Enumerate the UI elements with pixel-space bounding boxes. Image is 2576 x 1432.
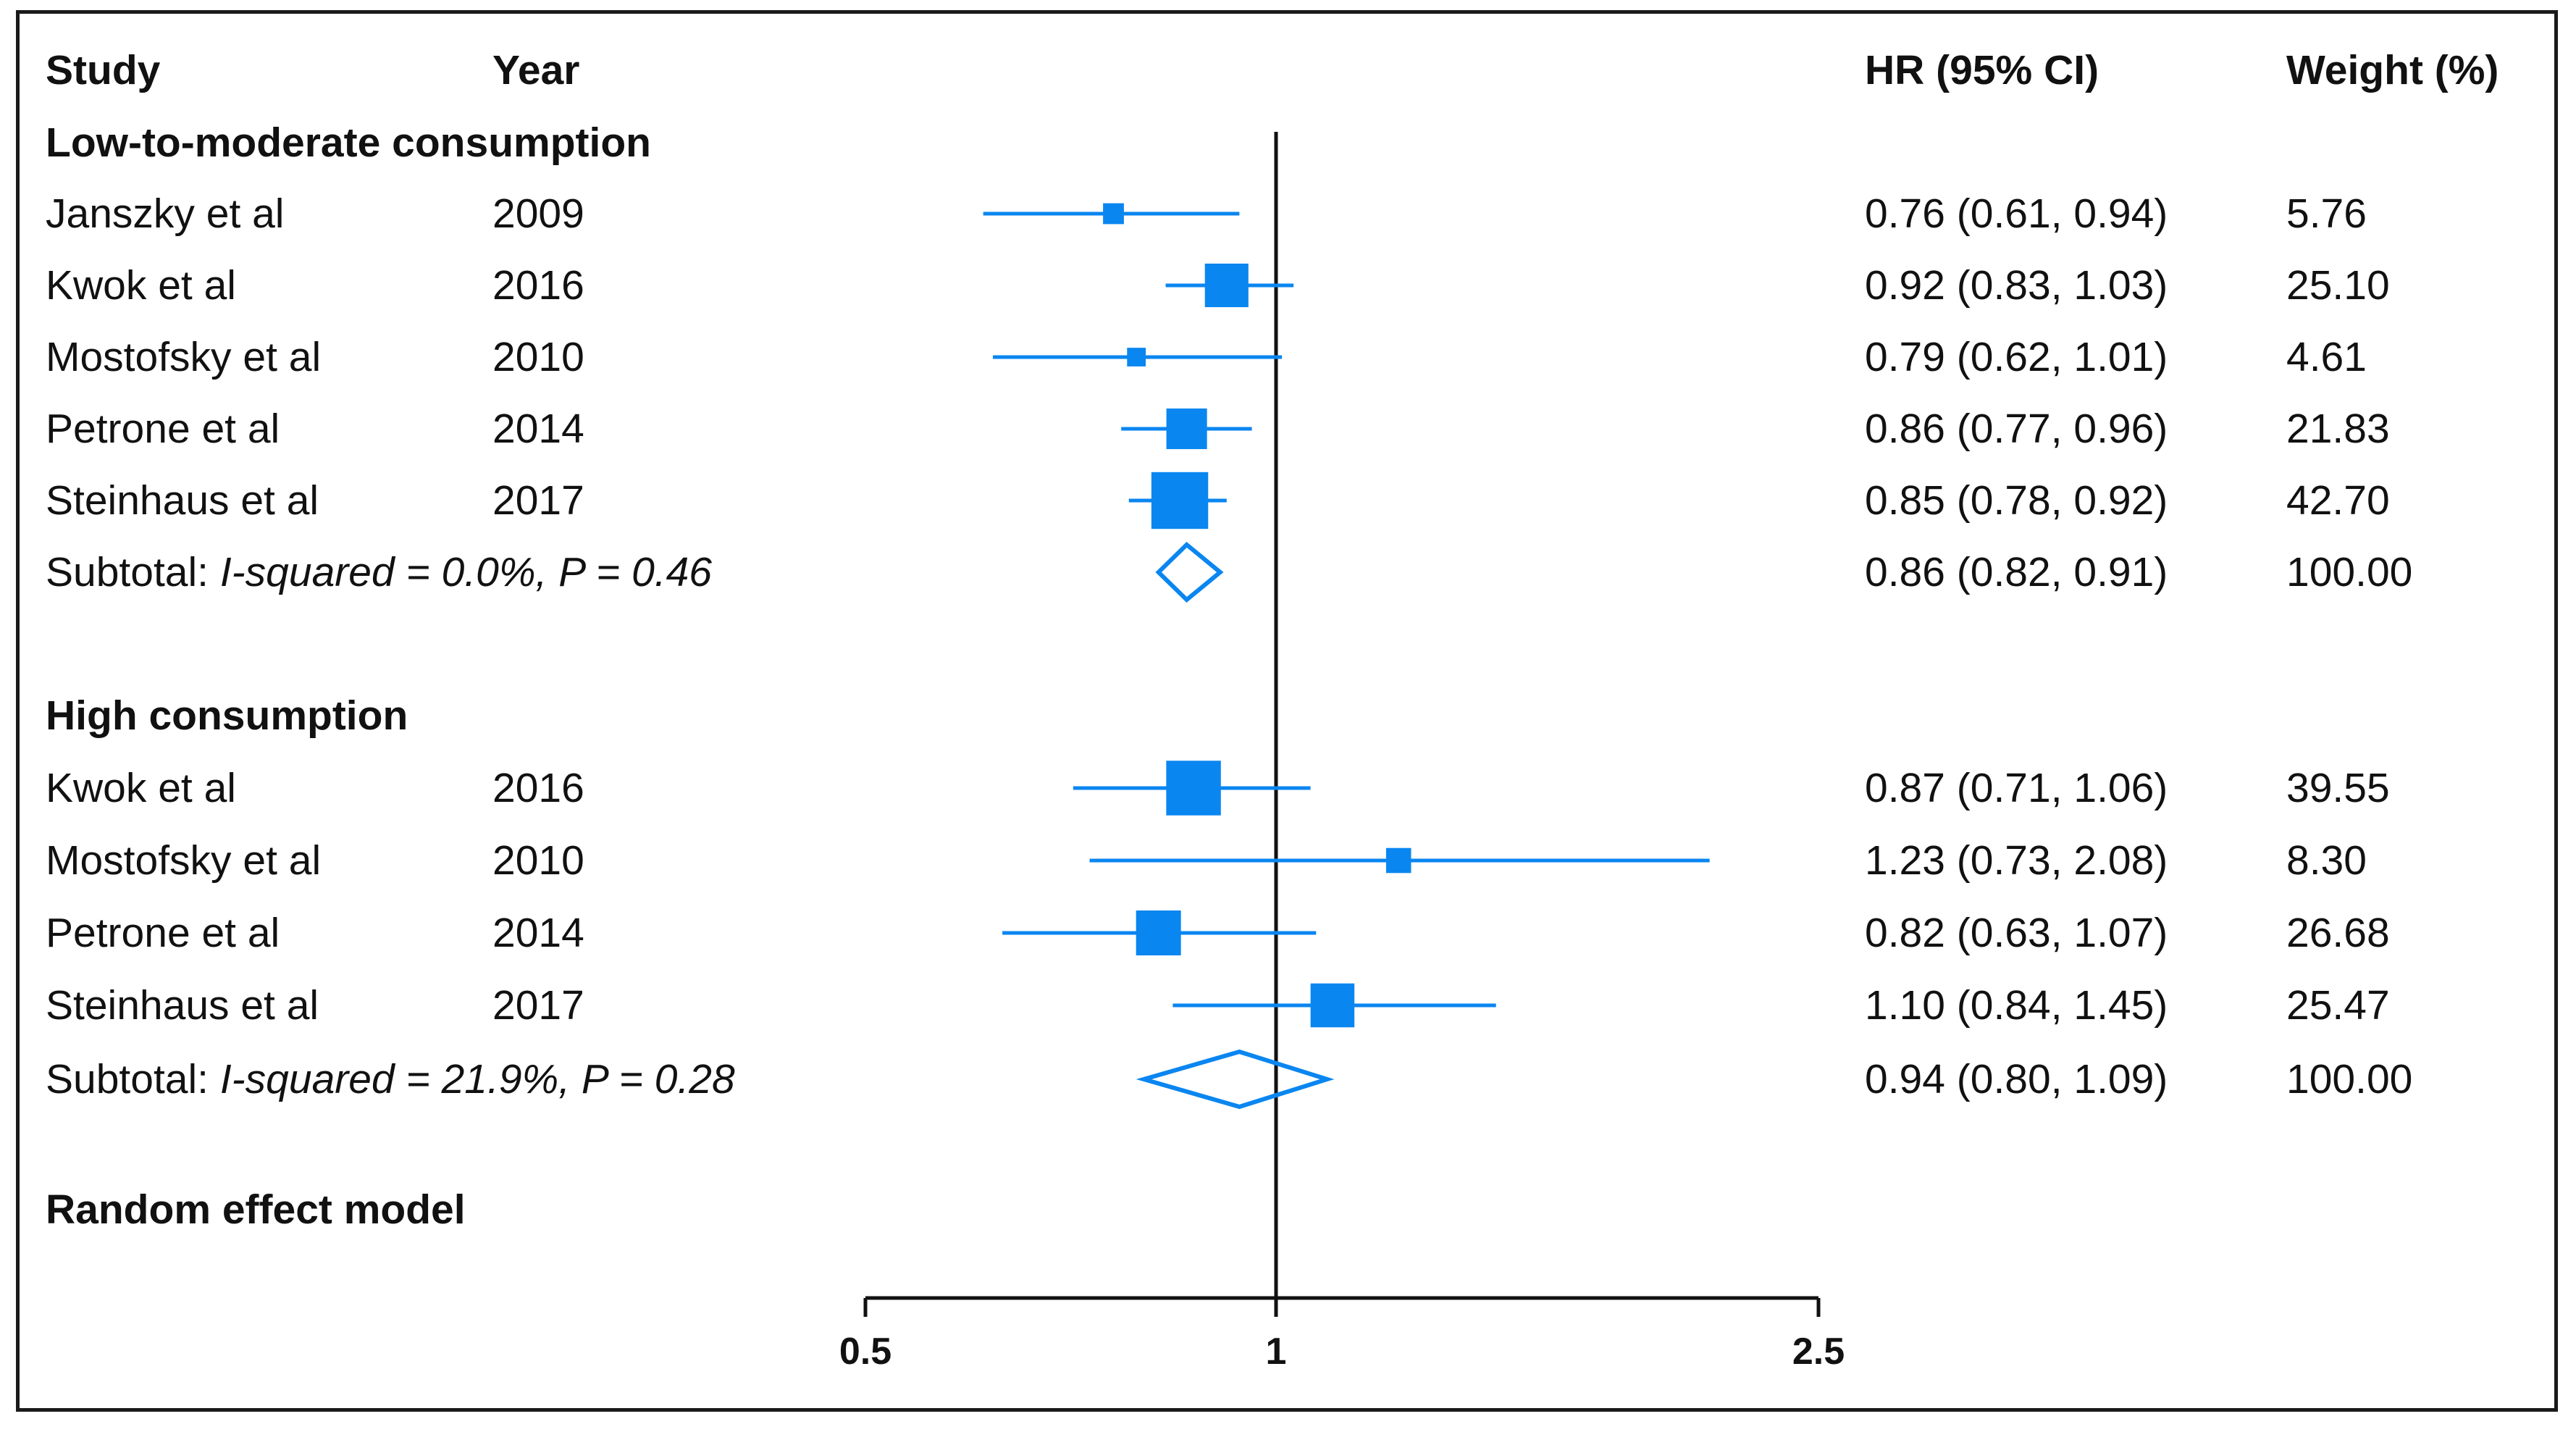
study-hr: 0.82 (0.63, 1.07) [1865,910,2168,956]
study-hr: 0.92 (0.83, 1.03) [1865,262,2168,309]
study-name: Petrone et al [46,406,280,452]
study-name: Mostofsky et al [46,837,322,884]
study-year: 2017 [492,982,584,1029]
header-study: Study [46,47,161,93]
study-year: 2009 [492,190,584,237]
x-axis-tick-label: 2.5 [1792,1331,1845,1373]
subtotal-heterogeneity: I-squared = 21.9%, P = 0.28 [219,1056,735,1102]
study-weight: 25.47 [2286,982,2390,1029]
point-estimate-square [1385,847,1411,874]
study-weight: 5.76 [2286,190,2367,237]
study-name: Steinhaus et al [46,982,319,1029]
header-hr: HR (95% CI) [1865,47,2099,93]
subtotal-heterogeneity: I-squared = 0.0%, P = 0.46 [219,549,713,595]
subtotal-prefix: Subtotal: [46,549,220,595]
study-weight: 39.55 [2286,765,2390,811]
point-estimate-square [1103,203,1124,225]
study-name: Kwok et al [46,765,236,811]
point-estimate-square [1310,983,1355,1028]
header-weight: Weight (%) [2286,47,2499,93]
subtotal-weight: 100.00 [2286,1056,2413,1102]
study-weight: 25.10 [2286,262,2390,309]
study-name: Kwok et al [46,262,236,309]
forest-marks [983,203,1710,1110]
subtotal-diamond [1136,1049,1335,1110]
study-hr: 1.10 (0.84, 1.45) [1865,982,2168,1029]
study-weight: 21.83 [2286,406,2390,452]
study-name: Steinhaus et al [46,477,319,524]
point-estimate-square [1204,263,1249,308]
study-year: 2014 [492,406,584,452]
study-year: 2016 [492,765,584,811]
study-name: Mostofsky et al [46,334,322,380]
study-hr: 1.23 (0.73, 2.08) [1865,837,2168,884]
subtotal-hr: 0.94 (0.80, 1.09) [1865,1056,2168,1102]
point-estimate-square [1166,761,1221,816]
study-year: 2010 [492,334,584,380]
study-weight: 42.70 [2286,477,2390,524]
subtotal-prefix: Subtotal: [46,1056,220,1102]
subtotal-weight: 100.00 [2286,549,2413,595]
group-title-high: High consumption [46,692,408,739]
chart-frame [16,10,2558,1412]
study-hr: 0.86 (0.77, 0.96) [1865,406,2168,452]
study-hr: 0.85 (0.78, 0.92) [1865,477,2168,524]
x-axis: 0.5 1 2.5 [839,1296,1845,1373]
subtotal-diamond [1155,541,1224,603]
study-hr: 0.79 (0.62, 1.01) [1865,334,2168,380]
point-estimate-square [1166,408,1207,450]
study-hr: 0.76 (0.61, 0.94) [1865,190,2168,237]
x-axis-tick-label: 0.5 [839,1331,891,1373]
footer-label: Random effect model [46,1186,466,1233]
study-name: Janszky et al [46,190,285,237]
point-estimate-square [1151,472,1209,529]
subtotal-label: Subtotal: I-squared = 0.0%, P = 0.46 [46,547,712,598]
study-year: 2010 [492,837,584,884]
study-hr: 0.87 (0.71, 1.06) [1865,765,2168,811]
study-year: 2014 [492,910,584,956]
header-year: Year [492,47,580,93]
study-name: Petrone et al [46,910,280,956]
study-year: 2017 [492,477,584,524]
point-estimate-square [1127,348,1146,367]
study-weight: 4.61 [2286,334,2367,380]
study-year: 2016 [492,262,584,309]
study-weight: 8.30 [2286,837,2367,884]
x-axis-tick-label: 1 [1266,1331,1287,1373]
subtotal-label: Subtotal: I-squared = 21.9%, P = 0.28 [46,1054,735,1105]
point-estimate-square [1136,910,1181,955]
subtotal-hr: 0.86 (0.82, 0.91) [1865,549,2168,595]
study-weight: 26.68 [2286,910,2390,956]
group-title-low: Low-to-moderate consumption [46,120,651,166]
